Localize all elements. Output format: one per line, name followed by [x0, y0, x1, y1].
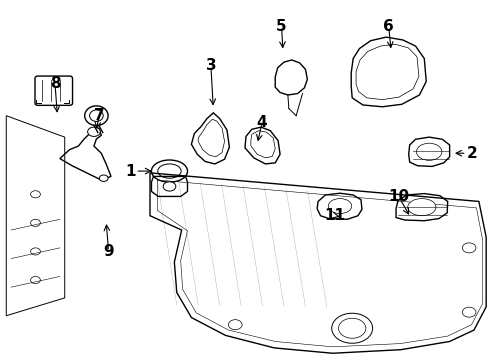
- Text: 10: 10: [388, 189, 409, 203]
- Text: 8: 8: [49, 76, 60, 91]
- Text: 11: 11: [325, 208, 345, 223]
- Circle shape: [88, 127, 100, 136]
- Circle shape: [99, 175, 108, 181]
- Text: 6: 6: [383, 19, 394, 34]
- Circle shape: [462, 307, 476, 317]
- Ellipse shape: [90, 110, 103, 121]
- Circle shape: [228, 320, 242, 330]
- Ellipse shape: [408, 199, 436, 216]
- Ellipse shape: [85, 106, 108, 126]
- Ellipse shape: [328, 199, 352, 213]
- Text: 4: 4: [257, 115, 268, 130]
- Circle shape: [30, 191, 40, 198]
- Text: 1: 1: [125, 163, 135, 179]
- Text: 2: 2: [466, 146, 477, 161]
- Circle shape: [332, 313, 373, 343]
- Circle shape: [462, 243, 476, 253]
- Text: 7: 7: [94, 108, 104, 123]
- Ellipse shape: [151, 160, 188, 182]
- Circle shape: [30, 276, 40, 284]
- Ellipse shape: [416, 143, 442, 160]
- Circle shape: [339, 318, 366, 338]
- Circle shape: [30, 219, 40, 226]
- Text: 3: 3: [206, 58, 216, 73]
- Text: 9: 9: [103, 244, 114, 259]
- Circle shape: [30, 248, 40, 255]
- Circle shape: [163, 182, 176, 191]
- Ellipse shape: [158, 164, 181, 178]
- FancyBboxPatch shape: [35, 76, 73, 105]
- Text: 5: 5: [276, 19, 287, 34]
